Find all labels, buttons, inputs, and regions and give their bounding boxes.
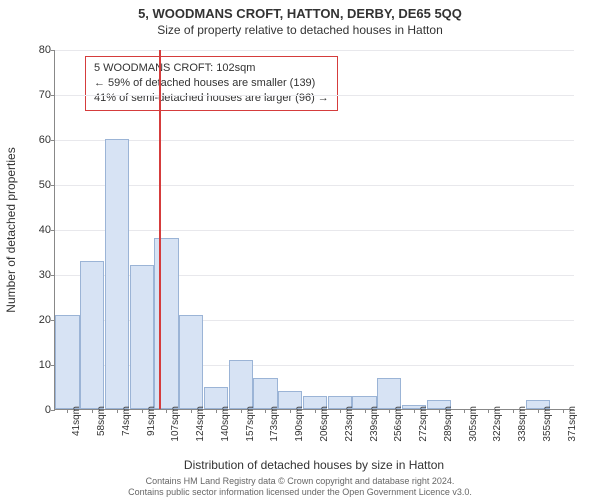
- x-tick-label: 289sqm: [443, 406, 454, 442]
- histogram-bar: [377, 378, 401, 410]
- x-tick-mark: [142, 409, 143, 413]
- x-tick-label: 107sqm: [170, 406, 181, 442]
- x-tick-label: 239sqm: [369, 406, 380, 442]
- histogram-bar: [80, 261, 104, 410]
- y-tick-label: 0: [25, 404, 51, 416]
- chart-subtitle: Size of property relative to detached ho…: [0, 23, 600, 37]
- footer-attribution: Contains HM Land Registry data © Crown c…: [0, 476, 600, 498]
- histogram-bar: [229, 360, 253, 410]
- x-axis-label: Distribution of detached houses by size …: [54, 458, 574, 472]
- x-tick-mark: [92, 409, 93, 413]
- y-tick-mark: [51, 275, 55, 276]
- reference-line: [159, 50, 161, 409]
- histogram-bar: [105, 139, 129, 409]
- y-tick-mark: [51, 230, 55, 231]
- x-tick-mark: [563, 409, 564, 413]
- x-tick-mark: [389, 409, 390, 413]
- gridline: [55, 185, 574, 186]
- x-tick-mark: [216, 409, 217, 413]
- x-tick-mark: [340, 409, 341, 413]
- plot-area: 5 WOODMANS CROFT: 102sqm ← 59% of detach…: [54, 50, 574, 410]
- x-tick-mark: [488, 409, 489, 413]
- x-tick-label: 338sqm: [517, 406, 528, 442]
- histogram-bar: [179, 315, 203, 410]
- annotation-line: 5 WOODMANS CROFT: 102sqm: [94, 61, 329, 76]
- annotation-line: 41% of semi-detached houses are larger (…: [94, 91, 329, 106]
- gridline: [55, 50, 574, 51]
- y-tick-mark: [51, 410, 55, 411]
- x-tick-mark: [414, 409, 415, 413]
- footer-line: Contains HM Land Registry data © Crown c…: [0, 476, 600, 487]
- y-tick-label: 30: [25, 269, 51, 281]
- x-tick-mark: [265, 409, 266, 413]
- x-tick-label: 91sqm: [146, 406, 157, 436]
- annotation-box: 5 WOODMANS CROFT: 102sqm ← 59% of detach…: [85, 56, 338, 111]
- x-tick-label: 124sqm: [195, 406, 206, 442]
- y-tick-label: 50: [25, 179, 51, 191]
- x-tick-label: 41sqm: [71, 406, 82, 436]
- x-tick-mark: [166, 409, 167, 413]
- x-tick-label: 371sqm: [567, 406, 578, 442]
- x-tick-label: 140sqm: [220, 406, 231, 442]
- x-tick-label: 256sqm: [393, 406, 404, 442]
- x-tick-mark: [538, 409, 539, 413]
- annotation-line: ← 59% of detached houses are smaller (13…: [94, 76, 329, 91]
- x-tick-mark: [290, 409, 291, 413]
- y-tick-mark: [51, 140, 55, 141]
- x-tick-mark: [365, 409, 366, 413]
- chart-area: 5 WOODMANS CROFT: 102sqm ← 59% of detach…: [54, 50, 574, 410]
- x-tick-label: 74sqm: [121, 406, 132, 436]
- x-tick-mark: [439, 409, 440, 413]
- y-tick-mark: [51, 185, 55, 186]
- x-tick-label: 206sqm: [319, 406, 330, 442]
- y-axis-label: Number of detached properties: [4, 147, 18, 312]
- histogram-bar: [55, 315, 79, 410]
- x-tick-label: 58sqm: [96, 406, 107, 436]
- y-tick-mark: [51, 95, 55, 96]
- x-tick-mark: [315, 409, 316, 413]
- histogram-bar: [154, 238, 178, 409]
- y-tick-label: 70: [25, 89, 51, 101]
- x-tick-label: 272sqm: [418, 406, 429, 442]
- x-tick-mark: [513, 409, 514, 413]
- x-tick-label: 190sqm: [294, 406, 305, 442]
- x-tick-mark: [117, 409, 118, 413]
- x-tick-mark: [241, 409, 242, 413]
- x-tick-label: 305sqm: [468, 406, 479, 442]
- histogram-bar: [253, 378, 277, 410]
- footer-line: Contains public sector information licen…: [0, 487, 600, 498]
- x-tick-label: 223sqm: [344, 406, 355, 442]
- y-tick-label: 40: [25, 224, 51, 236]
- x-tick-mark: [67, 409, 68, 413]
- histogram-bar: [130, 265, 154, 409]
- x-tick-label: 322sqm: [492, 406, 503, 442]
- gridline: [55, 140, 574, 141]
- x-tick-label: 157sqm: [245, 406, 256, 442]
- x-tick-mark: [191, 409, 192, 413]
- gridline: [55, 95, 574, 96]
- y-tick-label: 80: [25, 44, 51, 56]
- y-tick-label: 20: [25, 314, 51, 326]
- x-tick-mark: [464, 409, 465, 413]
- y-tick-label: 60: [25, 134, 51, 146]
- chart-title: 5, WOODMANS CROFT, HATTON, DERBY, DE65 5…: [0, 6, 600, 21]
- gridline: [55, 230, 574, 231]
- x-tick-label: 173sqm: [269, 406, 280, 442]
- y-tick-label: 10: [25, 359, 51, 371]
- y-tick-mark: [51, 50, 55, 51]
- x-tick-label: 355sqm: [542, 406, 553, 442]
